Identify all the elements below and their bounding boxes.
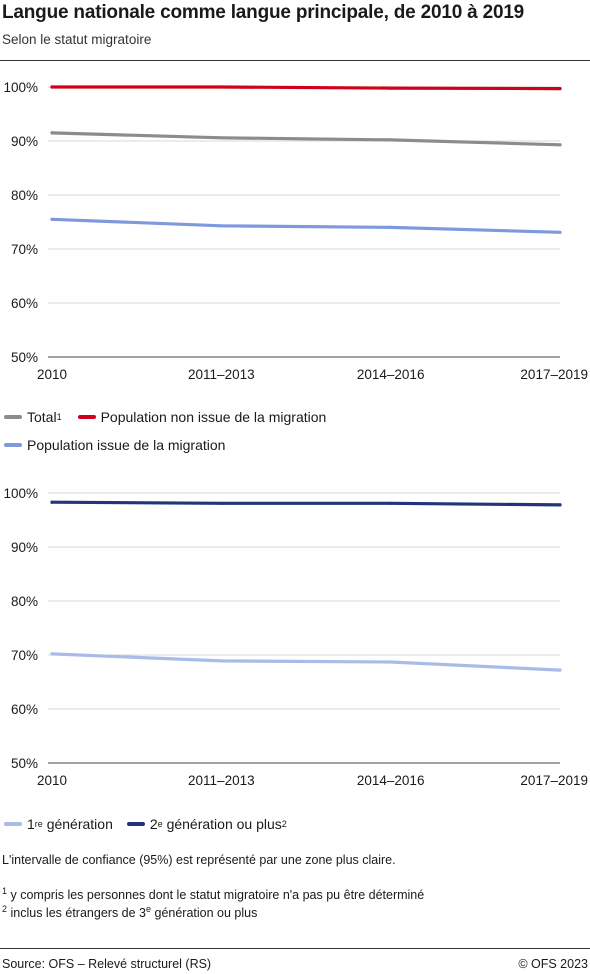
- data-point-1-1-2: [389, 501, 393, 505]
- series-line-1-1: [50, 500, 562, 507]
- source-text: Source: OFS – Relevé structurel (RS): [2, 957, 212, 971]
- legend-swatch-migrant: [4, 443, 22, 447]
- series-line-0-2: [50, 217, 562, 234]
- y-tick-label-0-4: 60%: [11, 296, 38, 311]
- y-tick-label-1-4: 60%: [11, 702, 38, 717]
- bottom-rule: [0, 948, 590, 949]
- data-point-0-2-0: [50, 217, 54, 221]
- x-tick-label-1-3: 2017–2019: [520, 773, 588, 788]
- x-tick-label-0-2: 2014–2016: [357, 367, 425, 382]
- chart-subtitle: Selon le statut migratoire: [2, 32, 152, 47]
- footnote-2-text-b: génération ou plus: [151, 906, 258, 920]
- data-point-1-1-3: [558, 503, 562, 507]
- legend-swatch-non-migrant: [77, 415, 96, 419]
- y-tick-label-0-0: 100%: [3, 80, 38, 95]
- top-rule: [0, 60, 590, 61]
- x-tick-label-1-1: 2011–2013: [188, 773, 255, 788]
- data-point-0-1-3: [558, 87, 562, 91]
- data-point-1-0-3: [558, 668, 562, 672]
- data-point-0-2-3: [558, 230, 562, 234]
- legend-1-row-2: Population issue de la migration: [4, 437, 235, 453]
- footnote-1-mark: 1: [2, 885, 8, 896]
- legend-1-row-1: Total 1 Population non issue de la migrat…: [4, 409, 336, 425]
- legend-swatch-second-generation: [126, 822, 145, 826]
- x-tick-label-0-1: 2011–2013: [188, 367, 255, 382]
- legend-item-migrant: Population issue de la migration: [4, 437, 225, 453]
- x-tick-label-0-0: 2010: [37, 367, 67, 382]
- y-tick-label-0-1: 90%: [11, 134, 38, 149]
- data-point-0-1-1: [219, 85, 223, 89]
- y-tick-label-1-5: 50%: [11, 756, 38, 771]
- x-tick-label-0-3: 2017–2019: [520, 367, 588, 382]
- legend-label-total: Total: [27, 409, 57, 425]
- x-tick-label-1-0: 2010: [37, 773, 67, 788]
- legend-prefix-first-generation: 1: [27, 816, 35, 832]
- y-tick-label-1-0: 100%: [3, 486, 38, 501]
- legend-prefix-second-generation: 2: [149, 816, 158, 832]
- data-point-0-0-3: [558, 143, 562, 147]
- footnote-2-text-a: inclus les étrangers de 3: [10, 906, 147, 920]
- x-tick-label-1-2: 2014–2016: [357, 773, 425, 788]
- y-tick-label-0-2: 80%: [11, 188, 38, 203]
- chart-generation: 100% 90% 80% 70% 60% 50% 2010 2011–2013 2014–201…: [3, 486, 588, 788]
- data-point-0-2-2: [389, 225, 393, 229]
- data-point-0-1-0: [50, 85, 54, 89]
- y-tick-label-1-2: 80%: [11, 594, 38, 609]
- data-point-1-1-1: [219, 501, 223, 505]
- legend-swatch-total: [4, 415, 22, 419]
- data-point-1-0-1: [219, 659, 223, 663]
- legend-label-first-generation: génération: [46, 816, 113, 832]
- legend-item-first-generation: 1 re génération: [4, 816, 113, 832]
- footnote-2: 2 inclus les étrangers de 3e génération …: [2, 903, 258, 920]
- series-line-1-0: [50, 652, 562, 672]
- data-point-0-0-1: [219, 136, 223, 140]
- series-line-0-0: [50, 131, 562, 147]
- y-tick-label-1-1: 90%: [11, 540, 38, 555]
- footnote-1: 1 y compris les personnes dont le statut…: [2, 885, 425, 902]
- footnote-1-text: y compris les personnes dont le statut m…: [10, 888, 425, 902]
- legend-item-total: Total 1: [4, 409, 62, 425]
- footnote-2-mark: 2: [2, 903, 8, 914]
- data-point-1-0-2: [389, 660, 393, 664]
- y-tick-label-0-5: 50%: [11, 350, 38, 365]
- data-point-1-1-0: [50, 500, 54, 504]
- y-tick-label-0-3: 70%: [11, 242, 38, 257]
- chart-migration-status: 100% 90% 80% 70% 60% 50% 2010 2011–2013 2014–201…: [3, 80, 588, 382]
- copyright-text: © OFS 2023: [518, 957, 588, 971]
- legend-label-non-migrant: Population non issue de la migration: [100, 409, 327, 425]
- data-point-0-0-0: [50, 131, 54, 135]
- legend-item-non-migrant: Population non issue de la migration: [77, 409, 327, 425]
- confidence-note: L'intervalle de confiance (95%) est repr…: [2, 853, 396, 867]
- footnote-2-sup: e: [146, 903, 152, 914]
- series-line-0-1: [50, 85, 562, 91]
- chart-title: Langue nationale comme langue principale…: [2, 2, 525, 23]
- legend-swatch-first-generation: [4, 822, 22, 826]
- data-point-0-0-2: [389, 138, 393, 142]
- data-point-1-0-0: [50, 652, 54, 656]
- data-point-0-1-2: [389, 86, 393, 90]
- legend-label-second-generation: génération ou plus: [166, 816, 282, 832]
- legend-label-migrant: Population issue de la migration: [27, 437, 226, 453]
- y-tick-label-1-3: 70%: [11, 648, 38, 663]
- data-point-0-2-1: [219, 224, 223, 228]
